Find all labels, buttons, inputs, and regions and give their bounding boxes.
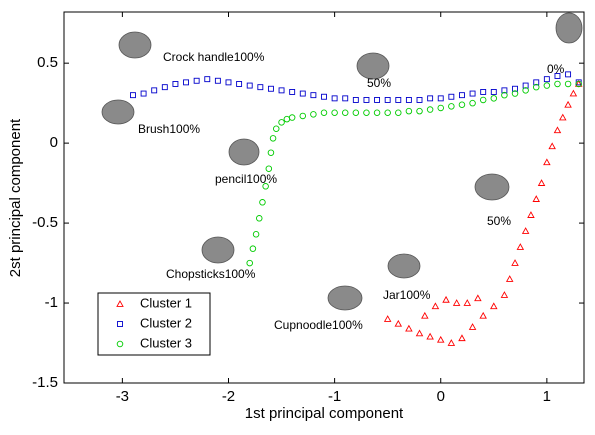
hand-icon bbox=[328, 286, 362, 310]
x-axis-label: 1st principal component bbox=[245, 405, 404, 422]
hand-icon bbox=[475, 174, 509, 200]
x-tick-label: -3 bbox=[116, 388, 129, 405]
chart: 1st principal component 2st principal co… bbox=[0, 0, 595, 430]
x-tick-label: 1 bbox=[543, 388, 551, 405]
legend-label: Cluster 2 bbox=[140, 315, 192, 330]
annotation: Brush100% bbox=[138, 122, 200, 136]
x-tick-label: -2 bbox=[222, 388, 235, 405]
legend-label: Cluster 3 bbox=[140, 335, 192, 350]
annotation: Jar100% bbox=[383, 288, 431, 302]
hand-icon bbox=[357, 53, 389, 79]
y-tick-label: 0.5 bbox=[37, 54, 58, 71]
hand-icon bbox=[556, 13, 582, 43]
y-tick-label: 0 bbox=[50, 134, 58, 151]
legend-label: Cluster 1 bbox=[140, 295, 192, 310]
annotation: 50% bbox=[487, 214, 511, 228]
hand-icon bbox=[388, 254, 420, 278]
y-tick-label: -1 bbox=[45, 294, 58, 311]
annotation: Cupnoodle100% bbox=[274, 318, 363, 332]
annotation: 50% bbox=[367, 76, 391, 90]
y-axis-label: 2st principal component bbox=[7, 118, 24, 277]
hand-icon bbox=[229, 139, 259, 165]
x-tick-label: 0 bbox=[437, 388, 445, 405]
annotation: Crock handle100% bbox=[163, 50, 265, 64]
legend: Cluster 1 Cluster 2 Cluster 3 bbox=[98, 293, 210, 355]
y-tick-label: -0.5 bbox=[32, 214, 58, 231]
annotation: Chopsticks100% bbox=[166, 267, 256, 281]
y-tick-label: -1.5 bbox=[32, 374, 58, 391]
hand-icon bbox=[102, 100, 134, 124]
annotation: 0% bbox=[547, 62, 565, 76]
hand-icon bbox=[202, 237, 234, 263]
x-tick-label: -1 bbox=[328, 388, 341, 405]
hand-icon bbox=[119, 32, 151, 58]
annotation: pencil100% bbox=[215, 172, 277, 186]
